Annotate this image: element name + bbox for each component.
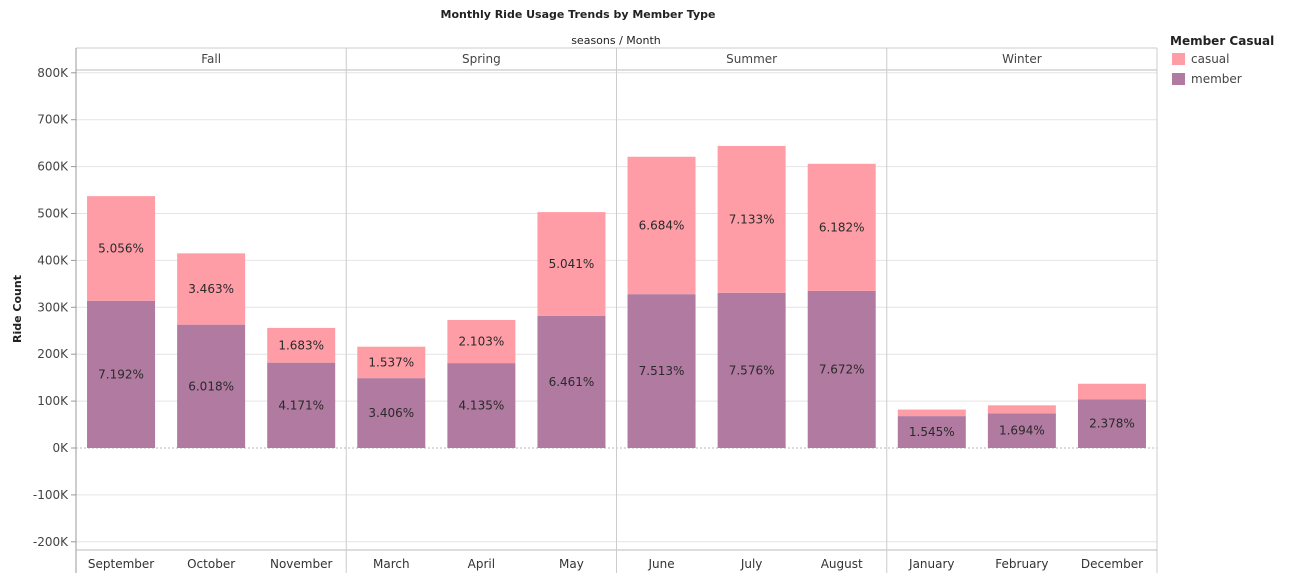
bar-label-casual: 5.041% <box>549 257 595 271</box>
bar-label-casual: 1.683% <box>278 338 324 352</box>
y-tick-label: 800K <box>37 66 69 80</box>
month-label: November <box>270 557 332 571</box>
bar-label-member: 4.171% <box>278 398 324 412</box>
month-label: June <box>647 557 674 571</box>
bar-member <box>1077 399 1146 448</box>
legend-title: Member Casual <box>1170 34 1274 48</box>
bar-member <box>987 413 1056 448</box>
bar-casual <box>267 327 336 363</box>
month-label: August <box>821 557 863 571</box>
month-label: December <box>1081 557 1143 571</box>
y-tick-label: 0K <box>52 441 69 455</box>
y-axis-title: Ride Count <box>11 275 24 343</box>
chart-title: Monthly Ride Usage Trends by Member Type <box>441 8 716 21</box>
bar-label-casual: 5.056% <box>98 241 144 255</box>
y-tick-label: -200K <box>33 535 69 549</box>
bar-label-member: 4.135% <box>458 399 504 413</box>
bar-casual <box>447 319 516 364</box>
bar-casual <box>87 196 156 301</box>
bar-label-member: 7.576% <box>729 363 775 377</box>
y-axis-ticks: -200K -100K 0K 100K 200K 300K 400K 500K 600K 700K… <box>33 66 76 549</box>
y-tick-label: 100K <box>37 394 69 408</box>
bar-label-casual: 6.684% <box>639 218 685 232</box>
bar-casual <box>987 405 1056 414</box>
month-label: September <box>88 557 154 571</box>
bar-label-casual: 2.103% <box>458 335 504 349</box>
bar-casual <box>1077 383 1146 400</box>
bar-member <box>447 363 516 448</box>
bar-label-casual: 7.133% <box>729 212 775 226</box>
bar-label-member: 1.694% <box>999 424 1045 438</box>
season-headers: Fall Spring Summer Winter <box>201 52 1042 66</box>
chart-frame <box>75 47 1158 573</box>
bar-label-member: 2.378% <box>1089 417 1135 431</box>
bar-casual <box>717 145 786 293</box>
bar-member <box>267 362 336 448</box>
season-header: Spring <box>462 52 501 66</box>
season-header: Winter <box>1002 52 1042 66</box>
legend-swatch-casual <box>1172 53 1185 65</box>
month-labels: September October November March April May Jun… <box>88 557 1143 571</box>
bar-member <box>537 315 606 448</box>
column-header-title: seasons / Month <box>571 34 661 47</box>
legend-swatch-member <box>1172 73 1185 85</box>
bar-casual <box>177 253 246 325</box>
bar-member <box>177 324 246 448</box>
month-label: October <box>187 557 235 571</box>
y-tick-label: 600K <box>37 160 69 174</box>
bar-member <box>627 294 696 448</box>
month-label: April <box>468 557 495 571</box>
y-tick-label: 200K <box>37 347 69 361</box>
month-label: May <box>559 557 584 571</box>
bar-member <box>897 416 966 448</box>
bar-label-member: 3.406% <box>368 406 414 420</box>
y-tick-label: 300K <box>37 300 69 314</box>
bar-casual <box>807 163 876 291</box>
bar-label-member: 1.545% <box>909 425 955 439</box>
bar-label-member: 7.192% <box>98 367 144 381</box>
month-label: February <box>995 557 1048 571</box>
bar-member <box>87 300 156 448</box>
bar-label-casual: 6.182% <box>819 220 865 234</box>
legend: Member Casual casual member <box>1170 34 1274 86</box>
bar-member <box>717 292 786 448</box>
y-tick-label: 700K <box>37 113 69 127</box>
month-label: July <box>740 557 763 571</box>
bar-member <box>807 290 876 448</box>
season-header: Fall <box>201 52 221 66</box>
legend-label-member: member <box>1191 72 1242 86</box>
season-header: Summer <box>726 52 777 66</box>
bar-label-casual: 3.463% <box>188 282 234 296</box>
bar-casual <box>897 409 966 417</box>
bar-casual <box>627 156 696 295</box>
bar-label-member: 6.461% <box>549 375 595 389</box>
bar-casual <box>357 346 426 379</box>
legend-label-casual: casual <box>1191 52 1230 66</box>
bar-label-member: 6.018% <box>188 379 234 393</box>
month-label: March <box>373 557 410 571</box>
bar-member <box>357 378 426 448</box>
bar-casual <box>537 212 606 316</box>
y-tick-label: -100K <box>33 488 69 502</box>
bar-label-casual: 1.537% <box>368 355 414 369</box>
bar-label-member: 7.672% <box>819 362 865 376</box>
y-tick-label: 400K <box>37 253 69 267</box>
y-tick-label: 500K <box>37 207 69 221</box>
bars: 7.192% 5.056% 6.018% 3.463% 4.171% 1.683% 3.40… <box>87 145 1146 448</box>
bar-label-member: 7.513% <box>639 364 685 378</box>
month-label: January <box>908 557 955 571</box>
